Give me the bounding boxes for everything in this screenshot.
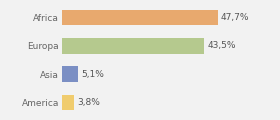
Bar (62, 38, 204, 54)
Text: 3,8%: 3,8% (77, 98, 100, 107)
Text: 5,1%: 5,1% (81, 70, 104, 79)
Bar (62, 95, 74, 110)
Bar (62, 10, 218, 25)
Text: 47,7%: 47,7% (221, 13, 249, 22)
Bar (62, 66, 78, 82)
Text: 43,5%: 43,5% (207, 41, 236, 50)
